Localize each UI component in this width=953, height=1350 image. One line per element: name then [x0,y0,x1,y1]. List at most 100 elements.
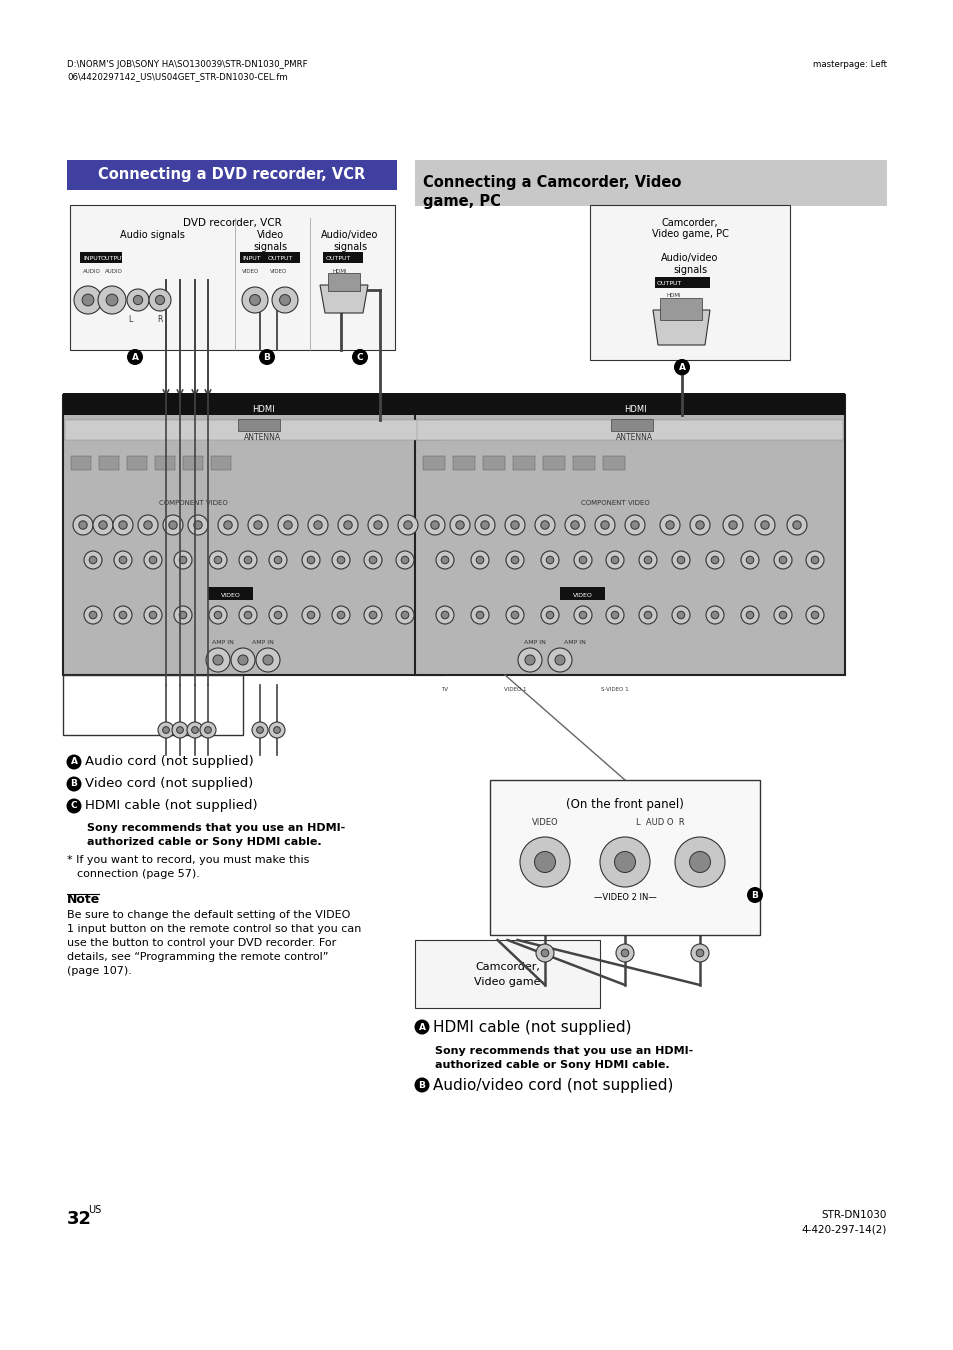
Circle shape [620,949,628,957]
Text: connection (page 57).: connection (page 57). [77,869,200,879]
Circle shape [336,612,344,618]
Bar [602,456,624,470]
Text: Audio/video: Audio/video [660,252,718,263]
Circle shape [643,612,651,618]
Circle shape [689,852,710,872]
Circle shape [547,648,572,672]
Text: INPUT: INPUT [242,256,260,261]
Circle shape [200,722,215,738]
Text: details, see “Programming the remote control”: details, see “Programming the remote con… [67,952,328,963]
Circle shape [364,551,381,568]
Circle shape [307,556,314,564]
Bar [559,587,604,599]
Circle shape [395,606,414,624]
Circle shape [639,551,657,568]
Circle shape [690,944,708,963]
Circle shape [149,289,171,310]
Text: Audio signals: Audio signals [119,230,184,240]
Circle shape [193,521,202,529]
Circle shape [578,612,586,618]
Text: masterpage: Left: masterpage: Left [812,59,886,69]
Circle shape [67,798,81,814]
Circle shape [302,606,319,624]
Circle shape [218,514,237,535]
Circle shape [162,726,170,733]
Circle shape [534,852,555,872]
Circle shape [252,722,268,738]
Circle shape [524,655,535,666]
Bar [422,456,444,470]
Text: HDMI cable (not supplied): HDMI cable (not supplied) [433,1021,631,1035]
Circle shape [144,606,162,624]
Bar [482,456,504,470]
Text: HDMI: HDMI [666,293,680,298]
Circle shape [403,521,412,529]
Bar [453,456,475,470]
Circle shape [73,514,92,535]
Text: Connecting a DVD recorder, VCR: Connecting a DVD recorder, VCR [98,167,365,182]
Text: Audio/video
signals: Audio/video signals [321,230,378,251]
Circle shape [728,521,737,529]
Text: AUDIO: AUDIO [105,269,123,274]
Text: B: B [263,352,270,362]
Bar [63,393,442,414]
Circle shape [308,514,328,535]
Bar [513,456,535,470]
Circle shape [740,551,759,568]
Circle shape [476,556,483,564]
Text: ANTENNA: ANTENNA [244,433,281,441]
Circle shape [616,944,634,963]
Circle shape [67,776,81,791]
Text: OUTPUT: OUTPUT [268,256,294,261]
Text: HDMI: HDMI [623,405,645,414]
Circle shape [440,556,448,564]
Circle shape [206,648,230,672]
Circle shape [643,556,651,564]
Bar [415,161,886,207]
Circle shape [424,514,444,535]
Text: Audio/video cord (not supplied): Audio/video cord (not supplied) [433,1079,673,1094]
Circle shape [600,521,609,529]
Circle shape [163,514,183,535]
Text: D:\NORM'S JOB\SONY HA\SO130039\STR-DN1030_PMRF: D:\NORM'S JOB\SONY HA\SO130039\STR-DN103… [67,59,307,69]
Circle shape [611,612,618,618]
Circle shape [511,556,518,564]
Circle shape [158,722,173,738]
Circle shape [599,837,649,887]
Circle shape [745,612,753,618]
Text: S-VIDEO 1: S-VIDEO 1 [600,687,628,693]
Circle shape [456,521,464,529]
Text: (page 107).: (page 107). [67,967,132,976]
Circle shape [574,606,592,624]
Text: VIDEO: VIDEO [270,269,287,274]
Circle shape [605,551,623,568]
Circle shape [90,612,96,618]
Circle shape [450,514,470,535]
Text: STR-DN1030: STR-DN1030 [821,1210,886,1220]
Circle shape [269,551,287,568]
Circle shape [269,722,285,738]
Circle shape [255,648,280,672]
Circle shape [805,606,823,624]
Bar [323,252,363,263]
Circle shape [471,551,489,568]
Circle shape [504,514,524,535]
Circle shape [659,514,679,535]
Circle shape [244,556,252,564]
Circle shape [397,514,417,535]
Text: authorized cable or Sony HDMI cable.: authorized cable or Sony HDMI cable. [435,1060,669,1071]
Text: OUTPUT: OUTPUT [101,256,126,261]
Circle shape [119,556,127,564]
Circle shape [209,551,227,568]
Circle shape [564,514,584,535]
Text: B: B [751,891,758,899]
Bar [208,587,253,599]
Circle shape [440,612,448,618]
Circle shape [352,350,368,365]
Circle shape [172,722,188,738]
Text: INPUT: INPUT [83,256,102,261]
Bar [154,456,174,470]
Bar [610,418,652,431]
Circle shape [805,551,823,568]
Bar [655,277,709,288]
